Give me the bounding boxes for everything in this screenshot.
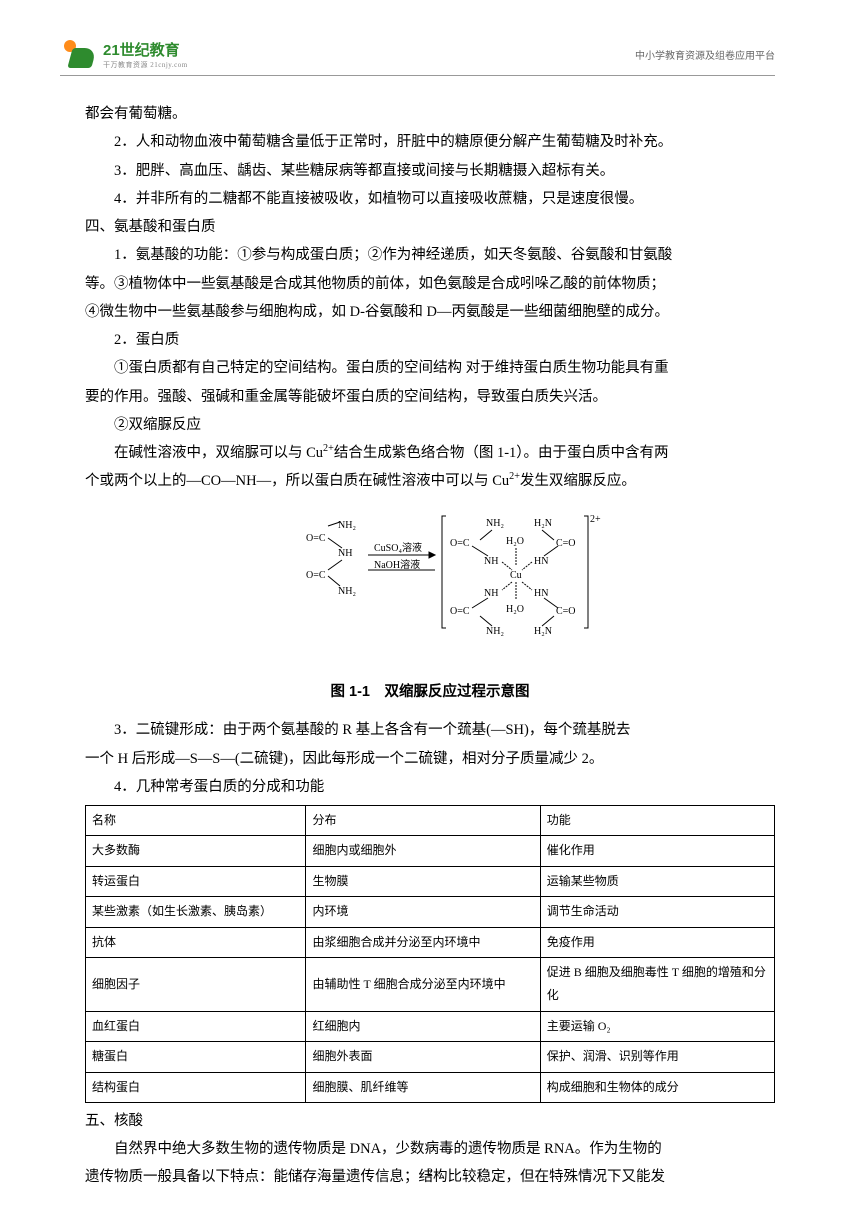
table-row: 某些激素（如生长激素、胰岛素）内环境调节生命活动	[86, 897, 775, 927]
table-cell: 运输某些物质	[540, 866, 774, 896]
svg-text:2+: 2+	[590, 514, 601, 525]
table-cell: 保护、润滑、识别等作用	[540, 1042, 774, 1072]
svg-text:NaOH溶液: NaOH溶液	[374, 558, 420, 571]
para-12: 在碱性溶液中，双缩脲可以与 Cu2+结合生成紫色络合物（图 1-1）。由于蛋白质…	[85, 439, 775, 467]
table-cell: 某些激素（如生长激素、胰岛素）	[86, 897, 306, 927]
svg-text:CuSO₄溶液: CuSO₄溶液	[374, 541, 422, 554]
svg-text:C=O: C=O	[556, 538, 576, 549]
table-header-cell: 分布	[306, 806, 540, 836]
page-number: 2	[0, 1165, 860, 1180]
svg-text:NH₂: NH₂	[486, 626, 504, 637]
table-cell: 细胞因子	[86, 958, 306, 1012]
table-cell: 血红蛋白	[86, 1011, 306, 1041]
table-cell: 调节生命活动	[540, 897, 774, 927]
svg-text:HN: HN	[534, 588, 548, 599]
para-1: 都会有葡萄糖。	[85, 100, 775, 128]
svg-text:O=C: O=C	[306, 533, 326, 544]
table-cell: 抗体	[86, 927, 306, 957]
para-7: ④微生物中一些氨基酸参与细胞构成，如 D-谷氨酸和 D—丙氨酸是一些细菌细胞壁的…	[85, 298, 775, 326]
para-4: 4．并非所有的二糖都不能直接被吸收，如植物可以直接吸收蔗糖，只是速度很慢。	[85, 185, 775, 213]
logo: 21世纪教育 干万教育资源 21cnjy.com	[60, 38, 188, 70]
svg-text:NH₂: NH₂	[486, 518, 504, 529]
table-cell: 催化作用	[540, 836, 774, 866]
table-cell: 主要运输 O₂	[540, 1011, 774, 1041]
para-16: 4．几种常考蛋白质的分成和功能	[85, 773, 775, 801]
table-header-cell: 名称	[86, 806, 306, 836]
table-cell: 细胞外表面	[306, 1042, 540, 1072]
protein-table: 名称分布功能大多数酶细胞内或细胞外催化作用转运蛋白生物膜运输某些物质某些激素（如…	[85, 805, 775, 1103]
table-row: 血红蛋白红细胞内主要运输 O₂	[86, 1011, 775, 1041]
table-header-cell: 功能	[540, 806, 774, 836]
svg-text:NH₂: NH₂	[338, 520, 356, 531]
table-row: 结构蛋白细胞膜、肌纤维等构成细胞和生物体的成分	[86, 1072, 775, 1102]
figure-caption: 图 1-1 双缩脲反应过程示意图	[85, 678, 775, 706]
table-cell: 细胞膜、肌纤维等	[306, 1072, 540, 1102]
svg-text:NH: NH	[484, 588, 498, 599]
para-5: 1．氨基酸的功能：①参与构成蛋白质；②作为神经递质，如天冬氨酸、谷氨酸和甘氨酸	[85, 241, 775, 269]
para-13: 个或两个以上的—CO—NH—，所以蛋白质在碱性溶液中可以与 Cu2+发生双缩脲反…	[85, 467, 775, 495]
para-8: 2．蛋白质	[85, 326, 775, 354]
svg-text:H₂O: H₂O	[506, 536, 524, 547]
para-9: ①蛋白质都有自己特定的空间结构。蛋白质的空间结构 对于维持蛋白质生物功能具有重	[85, 354, 775, 382]
table-cell: 构成细胞和生物体的成分	[540, 1072, 774, 1102]
para-13b: 发生双缩脲反应。	[520, 473, 636, 489]
svg-text:H₂N: H₂N	[534, 518, 552, 529]
table-cell: 由浆细胞合成并分泌至内环境中	[306, 927, 540, 957]
svg-text:NH: NH	[338, 548, 352, 559]
para-10: 要的作用。强酸、强碱和重金属等能破坏蛋白质的空间结构，导致蛋白质失兴活。	[85, 383, 775, 411]
para-11: ②双缩脲反应	[85, 411, 775, 439]
table-cell: 转运蛋白	[86, 866, 306, 896]
para-12a: 在碱性溶液中，双缩脲可以与 Cu	[114, 445, 323, 461]
svg-text:NH: NH	[484, 556, 498, 567]
sup-2plus-2: 2+	[509, 472, 520, 483]
logo-subtitle: 干万教育资源 21cnjy.com	[103, 60, 188, 70]
header-right-text: 中小学教育资源及组卷应用平台	[635, 47, 775, 62]
svg-text:C=O: C=O	[556, 606, 576, 617]
table-row: 大多数酶细胞内或细胞外催化作用	[86, 836, 775, 866]
para-2: 2．人和动物血液中葡萄糖含量低于正常时，肝脏中的糖原便分解产生葡萄糖及时补充。	[85, 128, 775, 156]
table-cell: 由辅助性 T 细胞合成分泌至内环境中	[306, 958, 540, 1012]
table-row: 糖蛋白细胞外表面保护、润滑、识别等作用	[86, 1042, 775, 1072]
heading-4: 四、氨基酸和蛋白质	[85, 213, 775, 241]
protein-table-body: 名称分布功能大多数酶细胞内或细胞外催化作用转运蛋白生物膜运输某些物质某些激素（如…	[86, 806, 775, 1103]
para-13a: 个或两个以上的—CO—NH—，所以蛋白质在碱性溶液中可以与 Cu	[85, 473, 509, 489]
para-12b: 结合生成紫色络合物（图 1-1）。由于蛋白质中含有两	[334, 445, 669, 461]
logo-title: 21世纪教育	[103, 39, 188, 60]
svg-text:O=C: O=C	[450, 606, 470, 617]
table-cell: 红细胞内	[306, 1011, 540, 1041]
biuret-reaction-diagram: NH₂ O=C NH O=C NH₂ CuSO₄溶液 NaOH溶液 2+	[250, 508, 610, 658]
svg-text:HN: HN	[534, 556, 548, 567]
figure-1-1: NH₂ O=C NH O=C NH₂ CuSO₄溶液 NaOH溶液 2+	[85, 508, 775, 668]
table-cell: 生物膜	[306, 866, 540, 896]
logo-text-group: 21世纪教育 干万教育资源 21cnjy.com	[103, 39, 188, 70]
svg-text:O=C: O=C	[306, 570, 326, 581]
table-row: 细胞因子由辅助性 T 细胞合成分泌至内环境中促进 B 细胞及细胞毒性 T 细胞的…	[86, 958, 775, 1012]
table-cell: 结构蛋白	[86, 1072, 306, 1102]
svg-text:Cu: Cu	[510, 570, 522, 581]
para-17: 自然界中绝大多数生物的遗传物质是 DNA，少数病毒的遗传物质是 RNA。作为生物…	[85, 1135, 775, 1163]
table-cell: 糖蛋白	[86, 1042, 306, 1072]
svg-text:H₂O: H₂O	[506, 604, 524, 615]
document-body: 都会有葡萄糖。 2．人和动物血液中葡萄糖含量低于正常时，肝脏中的糖原便分解产生葡…	[85, 100, 775, 1192]
heading-5: 五、核酸	[85, 1107, 775, 1135]
table-cell: 免疫作用	[540, 927, 774, 957]
table-row: 抗体由浆细胞合成并分泌至内环境中免疫作用	[86, 927, 775, 957]
para-14: 3．二硫键形成：由于两个氨基酸的 R 基上各含有一个巯基(—SH)，每个巯基脱去	[85, 716, 775, 744]
svg-text:H₂N: H₂N	[534, 626, 552, 637]
sup-2plus: 2+	[323, 443, 334, 454]
table-cell: 大多数酶	[86, 836, 306, 866]
table-row: 转运蛋白生物膜运输某些物质	[86, 866, 775, 896]
table-cell: 促进 B 细胞及细胞毒性 T 细胞的增殖和分化	[540, 958, 774, 1012]
para-3: 3．肥胖、高血压、龋齿、某些糖尿病等都直接或间接与长期糖摄入超标有关。	[85, 157, 775, 185]
svg-text:O=C: O=C	[450, 538, 470, 549]
table-cell: 内环境	[306, 897, 540, 927]
para-15: 一个 H 后形成—S—S—(二硫键)，因此每形成一个二硫键，相对分子质量减少 2…	[85, 745, 775, 773]
page-header: 21世纪教育 干万教育资源 21cnjy.com 中小学教育资源及组卷应用平台	[60, 38, 775, 76]
para-6: 等。③植物体中一些氨基酸是合成其他物质的前体，如色氨酸是合成吲哚乙酸的前体物质；	[85, 270, 775, 298]
logo-icon	[60, 38, 98, 70]
table-cell: 细胞内或细胞外	[306, 836, 540, 866]
svg-text:NH₂: NH₂	[338, 586, 356, 597]
